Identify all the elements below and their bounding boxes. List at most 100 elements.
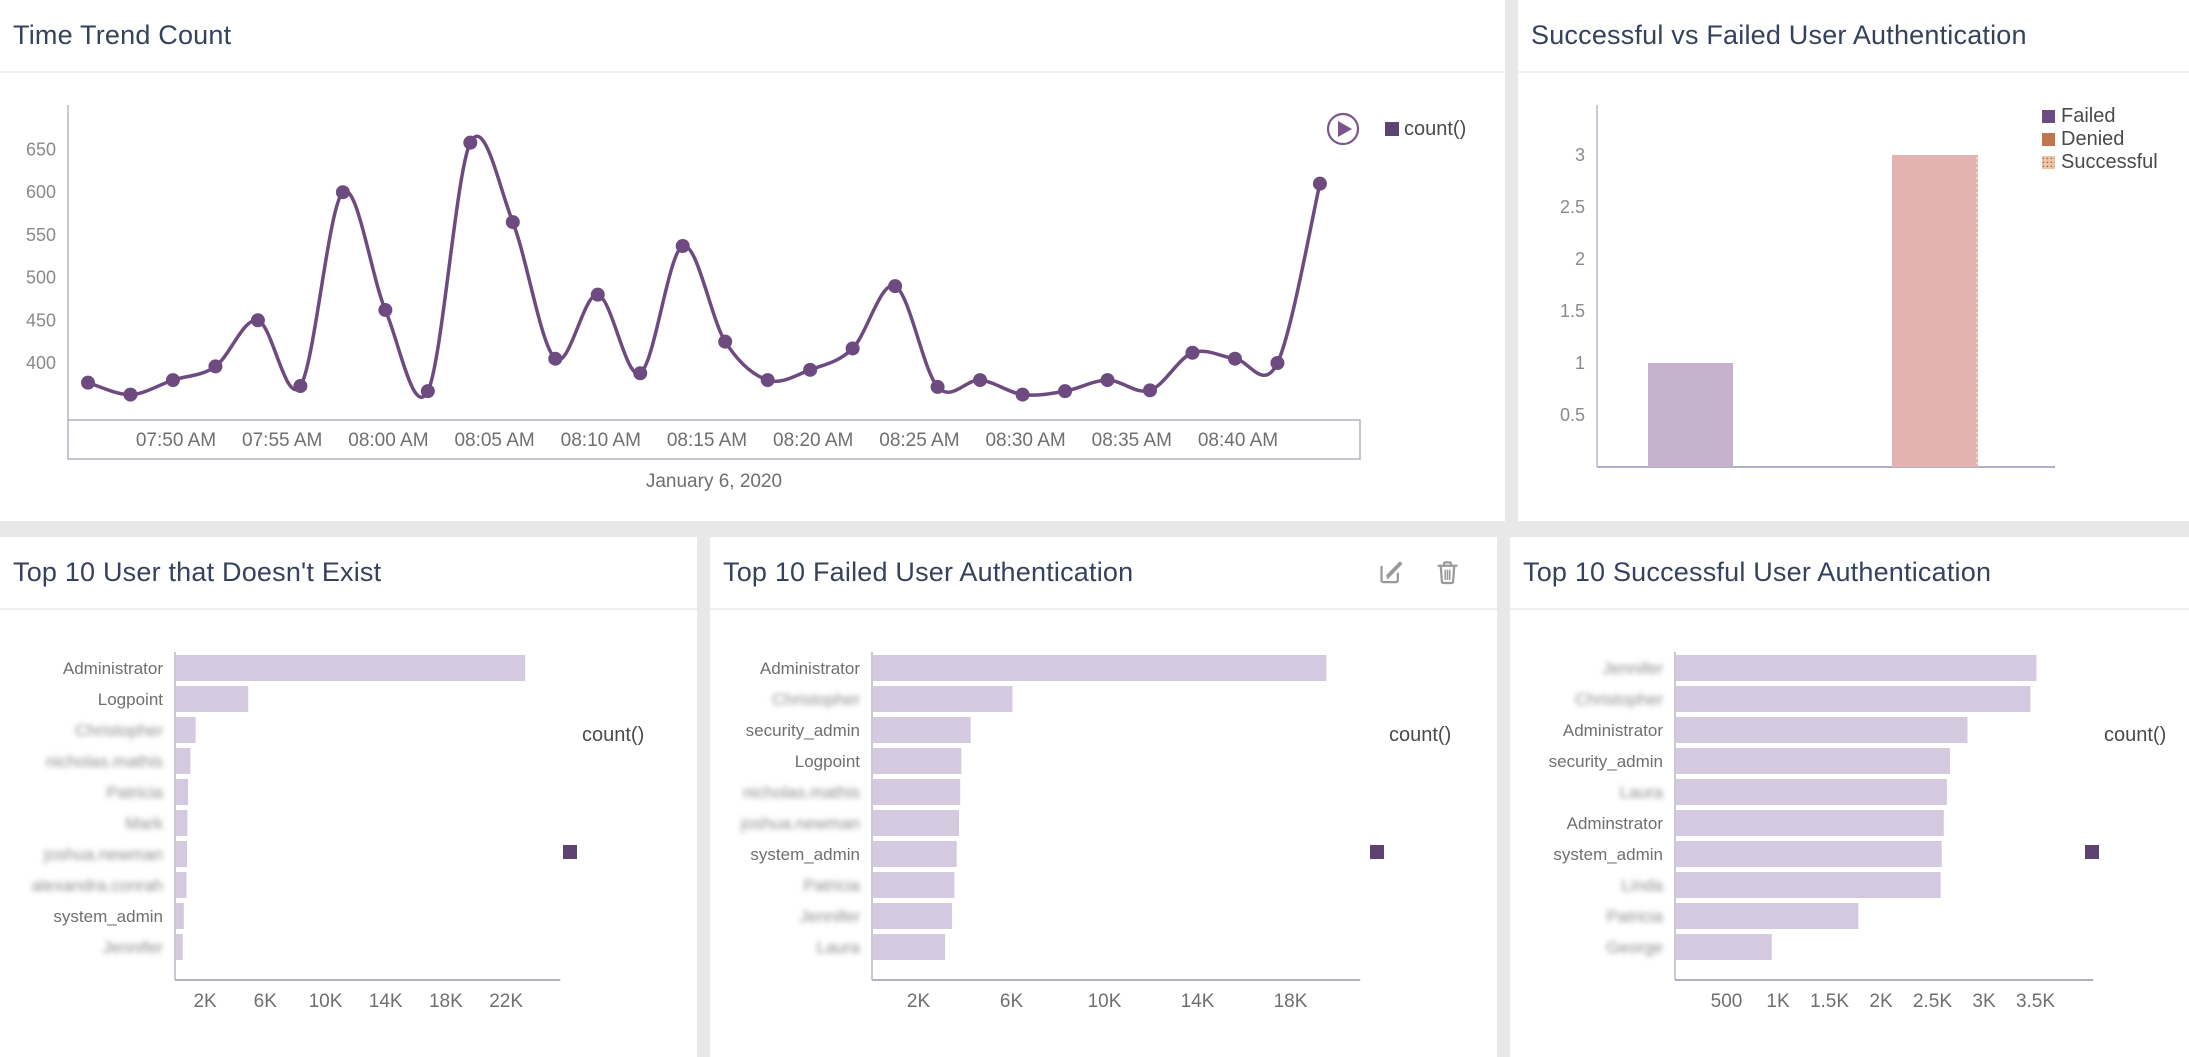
svg-text:14K: 14K [1181,991,1215,1012]
successful-auth-chart[interactable]: 500 1K 1.5K 2K 2.5K 3K 3.5K Jennifer Christopher… [1510,610,2189,1057]
svg-text:6K: 6K [254,991,278,1012]
svg-text:2: 2 [1575,249,1585,269]
hbar-label-0: Administrator [760,659,860,678]
hbar-row-7 [1676,872,1941,898]
svg-text:10K: 10K [1088,991,1122,1012]
legend-swatch-count [563,845,577,859]
panel-title-nonexistent-users: Top 10 User that Doesn't Exist [13,557,382,587]
svg-text:2K: 2K [1869,991,1893,1012]
svg-text:600: 600 [26,182,56,202]
panel-failed-auth: Top 10 Failed User Authentication 2K 6K 10… [710,537,1497,1057]
legend-swatch-count [2085,845,2099,859]
hbar-row-7 [176,872,187,898]
hbar-row-6 [873,841,957,867]
hbar-label-1: Logpoint [98,690,164,709]
svg-text:0.5: 0.5 [1560,405,1585,425]
svg-text:1: 1 [1575,353,1585,373]
panel-nonexistent-users-header: Top 10 User that Doesn't Exist [0,537,697,610]
hbar-label-2: Administrator [1563,721,1663,740]
edit-icon[interactable] [1377,559,1404,586]
hbar-label-2: security_admin [746,721,860,740]
hbar-row-7 [873,872,955,898]
hbar-label-6: joshua.newman [43,845,163,864]
time-trend-chart[interactable]: 650 600 550 500 450 400 07:50 AM 07:55 AM 08:00 … [0,73,1505,521]
hbar-label-0: Administrator [63,659,163,678]
hbar-label-7: Patricia [803,876,860,895]
play-button[interactable] [1326,112,1360,146]
hbar-row-1 [176,686,249,712]
panel-time-trend-header: Time Trend Count [0,0,1505,73]
hbar-row-2 [873,717,971,743]
svg-text:22K: 22K [489,991,523,1012]
page-title: Time Trend Count [13,20,232,50]
hbar-row-4 [176,779,189,805]
nonexistent-users-chart[interactable]: 2K 6K 10K 14K 18K 22K Administrator Logpoint Chr… [0,610,697,1057]
hbar-row-0 [176,655,526,681]
hbar-label-6: system_admin [750,845,860,864]
svg-text:07:55 AM: 07:55 AM [242,430,322,451]
hbar-label-4: nicholas.mathis [743,783,860,802]
auth-compare-chart[interactable]: 0.5 1 1.5 2 2.5 3 Failed Denied Successful [1518,73,2189,521]
hbar-label-1: Christopher [772,690,860,709]
hbar-row-3 [176,748,191,774]
legend-label-failed: Failed [2061,105,2115,127]
successful_auth-svg: 500 1K 1.5K 2K 2.5K 3K 3.5K Jennifer Christopher… [1549,652,2166,1012]
svg-text:3: 3 [1575,145,1585,165]
hbar-label-5: Mark [125,814,163,833]
svg-text:400: 400 [26,353,56,373]
hbar-row-5 [1676,810,1944,836]
svg-text:08:15 AM: 08:15 AM [667,430,747,451]
hbar-row-1 [1676,686,2031,712]
failed-auth-chart[interactable]: 2K 6K 10K 14K 18K Administrator Christopher sec… [710,610,1497,1057]
hbar-row-2 [1676,717,1968,743]
panel-successful-auth-header: Top 10 Successful User Authentication [1510,537,2189,610]
panel-auth-compare-header: Successful vs Failed User Authentication [1518,0,2189,73]
svg-text:08:10 AM: 08:10 AM [561,430,641,451]
svg-text:2.5K: 2.5K [1913,991,1952,1012]
hbar-row-6 [176,841,187,867]
svg-text:08:30 AM: 08:30 AM [985,430,1065,451]
hbar-label-7: alexandra.conrah [32,876,163,895]
hbar-row-5 [873,810,960,836]
hbar-label-9: Laura [817,938,861,957]
hbar-row-2 [176,717,196,743]
panel-nonexistent-users: Top 10 User that Doesn't Exist 2K 6K 10K 14… [0,537,697,1057]
hbar-label-3: nicholas.mathis [46,752,163,771]
svg-text:08:05 AM: 08:05 AM [454,430,534,451]
panel-title-successful-auth: Top 10 Successful User Authentication [1523,557,1992,587]
svg-text:08:35 AM: 08:35 AM [1092,430,1172,451]
svg-text:650: 650 [26,140,56,160]
svg-text:1.5K: 1.5K [1810,991,1849,1012]
failed_auth-svg: 2K 6K 10K 14K 18K Administrator Christopher sec… [740,652,1451,1012]
svg-text:18K: 18K [1274,991,1308,1012]
legend-label-count: count() [2104,724,2166,746]
hbar-row-8 [1676,903,1859,929]
svg-text:2K: 2K [193,991,217,1012]
svg-text:08:40 AM: 08:40 AM [1198,430,1278,451]
svg-text:07:50 AM: 07:50 AM [136,430,216,451]
legend-swatch-successful [2042,156,2055,169]
trash-icon[interactable] [1434,559,1461,586]
legend-swatch-count [1370,845,1384,859]
hbar-label-2: Christopher [75,721,163,740]
svg-text:500: 500 [26,268,56,288]
hbar-label-9: George [1606,938,1663,957]
panel-time-trend: Time Trend Count 650 600 550 500 450 400 07:50… [0,0,1505,521]
hbar-label-3: security_admin [1549,752,1663,771]
hbar-label-8: Patricia [1606,907,1663,926]
hbar-row-3 [1676,748,1950,774]
hbar-label-6: system_admin [1553,845,1663,864]
hbar-row-9 [176,934,183,960]
svg-text:10K: 10K [309,991,343,1012]
hbar-row-5 [176,810,188,836]
svg-text:500: 500 [1711,991,1743,1012]
hbar-label-4: Patricia [106,783,163,802]
legend-label-denied: Denied [2061,128,2124,150]
hbar-row-9 [873,934,946,960]
panel-auth-compare: Successful vs Failed User Authentication… [1518,0,2189,521]
legend-label-count: count() [1404,118,1466,140]
hbar-label-7: Linda [1621,876,1663,895]
hbar-label-9: Jennifer [103,938,164,957]
hbar-row-3 [873,748,962,774]
